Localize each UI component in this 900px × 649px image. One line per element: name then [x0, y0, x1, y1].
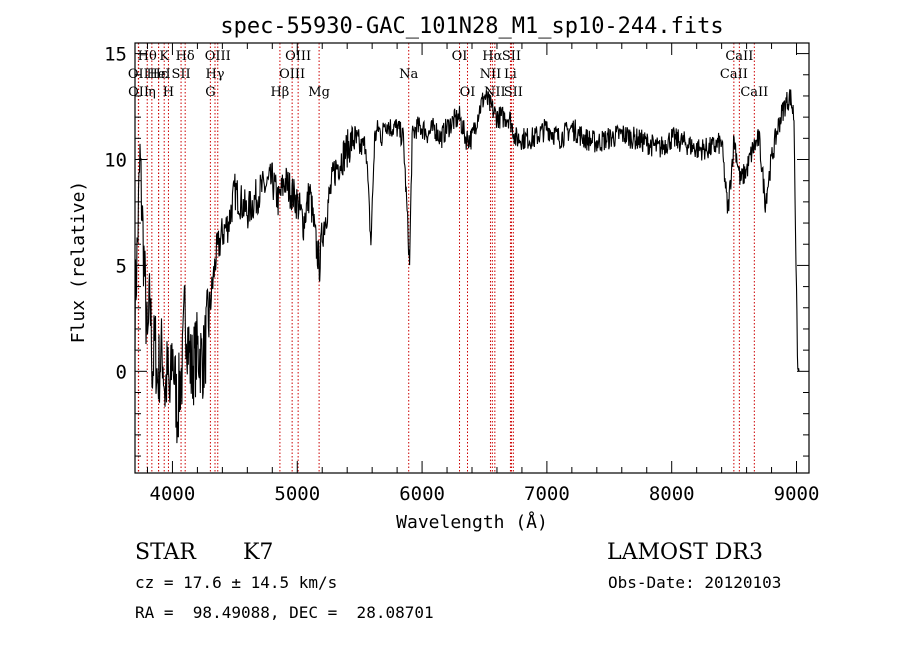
obs-date: Obs-Date: 20120103: [608, 573, 782, 592]
x-tick-label-1: 5000: [274, 483, 320, 505]
line-label-7: G: [205, 85, 215, 100]
coordinates: RA = 98.49088, DEC = 28.08701: [135, 603, 434, 622]
line-label-10: OII: [128, 85, 149, 100]
line-label-4: Hδ: [176, 49, 195, 64]
plot-frame: [134, 42, 810, 474]
line-label-0: Hθ: [138, 49, 157, 64]
object-class: STAR: [135, 540, 196, 565]
redshift-cz: cz = 17.6 ± 14.5 km/s: [135, 573, 338, 592]
line-label-17: Na: [399, 67, 418, 82]
line-label-16: Mg: [308, 85, 330, 100]
x-tick-label-3: 7000: [524, 483, 570, 505]
line-label-14: OIII: [279, 67, 305, 82]
line-label-26: CaII: [720, 67, 748, 82]
line-label-28: CaII: [740, 85, 768, 100]
line-label-20: Hα: [482, 49, 502, 64]
line-label-21: NII: [480, 67, 502, 82]
x-tick-label-4: 8000: [649, 483, 695, 505]
object-subclass: K7: [243, 540, 274, 565]
line-label-6: Hγ: [205, 67, 224, 82]
line-label-22: NII: [484, 85, 506, 100]
y-tick-label-2: 10: [104, 150, 127, 172]
y-axis-label: Flux (relative): [68, 181, 89, 344]
line-label-1: Hε: [150, 67, 168, 82]
line-label-19: OI: [460, 85, 476, 100]
spectrum-line: [134, 89, 800, 444]
line-label-27: CaII: [725, 49, 753, 64]
line-label-15: OIII: [285, 49, 311, 64]
line-label-3: H: [163, 85, 174, 100]
y-tick-label-3: 15: [104, 44, 127, 66]
line-label-24: SII: [504, 85, 523, 100]
y-tick-label-0: 0: [116, 361, 127, 383]
chart-title: spec-55930-GAC_101N28_M1_sp10-244.fits: [220, 14, 723, 39]
line-label-25: Li: [504, 67, 517, 82]
line-label-18: OI: [452, 49, 468, 64]
x-tick-label-5: 9000: [774, 483, 820, 505]
line-label-11: HeI: [147, 67, 171, 82]
line-label-23: SII: [502, 49, 521, 64]
line-label-9: OII: [128, 67, 149, 82]
survey-name: LAMOST DR3: [607, 540, 763, 565]
y-tick-label-1: 5: [116, 255, 127, 277]
x-axis-label: Wavelength (Å): [396, 511, 548, 533]
line-label-2: K: [159, 49, 169, 64]
x-tick-label-0: 4000: [150, 483, 196, 505]
line-label-13: Hβ: [270, 85, 289, 100]
line-label-5: SII: [171, 67, 190, 82]
line-label-8: OIII: [205, 49, 231, 64]
line-label-12: η: [148, 85, 156, 100]
spectrum-chart: spec-55930-GAC_101N28_M1_sp10-244.fits 4…: [68, 14, 820, 533]
x-tick-label-2: 6000: [399, 483, 445, 505]
